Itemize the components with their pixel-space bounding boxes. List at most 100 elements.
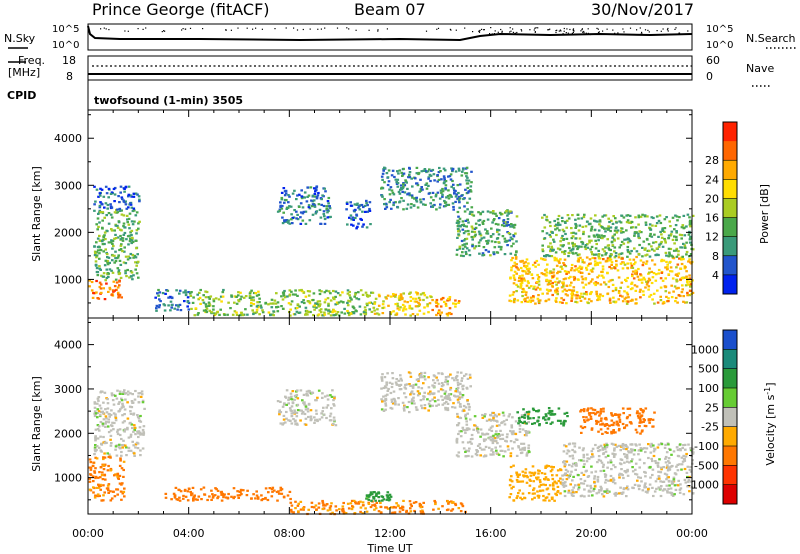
range-cell <box>628 258 632 261</box>
range-cell <box>423 391 426 394</box>
range-cell <box>223 493 226 496</box>
range-cell <box>410 400 414 403</box>
range-cell <box>326 200 330 203</box>
range-cell <box>389 312 392 316</box>
range-cell <box>293 313 297 316</box>
range-cell <box>544 413 548 416</box>
range-cell <box>365 202 368 205</box>
range-cell <box>255 311 259 314</box>
range-cell <box>629 448 633 451</box>
range-cell <box>619 449 622 452</box>
range-cell <box>435 313 438 317</box>
range-cell <box>391 512 394 515</box>
range-cell <box>309 417 313 420</box>
range-cell <box>675 266 678 269</box>
range-cell <box>554 492 557 495</box>
range-cell <box>441 193 444 196</box>
range-cell <box>447 297 450 300</box>
range-cell <box>638 278 642 282</box>
range-cell <box>463 429 467 432</box>
range-cell <box>531 263 535 267</box>
range-cell <box>435 208 438 211</box>
range-cell <box>512 242 515 245</box>
range-cell <box>96 411 100 415</box>
range-cell <box>418 298 422 302</box>
range-cell <box>567 491 570 494</box>
nsearch-dot <box>255 27 257 29</box>
range-cell <box>408 173 411 176</box>
range-cell <box>96 424 100 427</box>
range-cell <box>122 233 126 236</box>
range-cell <box>121 421 125 424</box>
range-cell <box>158 304 161 307</box>
range-cell <box>584 244 588 247</box>
range-cell <box>515 251 518 254</box>
range-cell <box>473 415 477 418</box>
range-cell <box>679 449 682 452</box>
range-cell <box>556 218 560 221</box>
range-cell <box>512 485 515 488</box>
range-cell <box>639 476 642 479</box>
range-cell <box>570 299 573 302</box>
range-cell <box>468 405 471 409</box>
range-cell <box>381 303 385 306</box>
range-cell <box>124 200 127 203</box>
range-cell <box>477 230 481 233</box>
range-cell <box>518 430 522 433</box>
range-cell <box>427 392 430 395</box>
range-cell <box>224 496 228 499</box>
range-cell <box>571 291 574 294</box>
range-cell <box>386 507 390 510</box>
range-cell <box>630 249 633 253</box>
range-cell <box>641 489 645 492</box>
range-cell <box>478 252 481 255</box>
range-cell <box>680 276 684 279</box>
range-cell <box>304 408 308 411</box>
range-cell <box>645 283 649 286</box>
range-cell <box>323 313 327 316</box>
range-cell <box>129 237 132 240</box>
range-cell <box>328 415 332 418</box>
range-cell <box>612 464 615 467</box>
range-cell <box>477 241 481 244</box>
range-cell <box>326 394 329 397</box>
range-cell <box>612 423 615 427</box>
range-cell <box>89 461 93 464</box>
range-cell <box>96 486 99 489</box>
range-cell <box>492 417 495 420</box>
range-cell <box>233 310 237 313</box>
range-cell <box>476 444 480 447</box>
range-cell <box>564 265 568 268</box>
range-cell <box>474 452 478 456</box>
range-cell <box>634 272 637 275</box>
range-cell <box>290 213 293 216</box>
range-cell <box>515 283 518 286</box>
range-cell <box>410 402 414 405</box>
range-cell <box>287 194 290 197</box>
range-cell <box>616 413 620 416</box>
range-cell <box>659 480 662 483</box>
range-cell <box>650 245 653 248</box>
range-cell <box>624 296 628 299</box>
range-cell <box>186 300 190 303</box>
range-cell <box>591 408 595 411</box>
range-cell <box>119 191 122 194</box>
range-cell <box>526 476 529 479</box>
range-cell <box>444 302 448 305</box>
range-cell <box>686 280 689 283</box>
range-cell <box>394 400 397 403</box>
range-cell <box>674 300 677 303</box>
range-cell <box>612 215 615 218</box>
range-cell <box>296 423 299 426</box>
range-cell <box>373 508 376 511</box>
range-cell <box>384 202 388 205</box>
range-cell <box>134 214 138 217</box>
range-cell <box>409 206 413 209</box>
range-cell <box>355 213 358 216</box>
range-cell <box>601 248 605 251</box>
range-cell <box>511 224 514 227</box>
range-cell <box>385 381 388 384</box>
range-cell <box>184 495 188 498</box>
range-cell <box>206 498 209 502</box>
range-cell <box>275 306 278 309</box>
